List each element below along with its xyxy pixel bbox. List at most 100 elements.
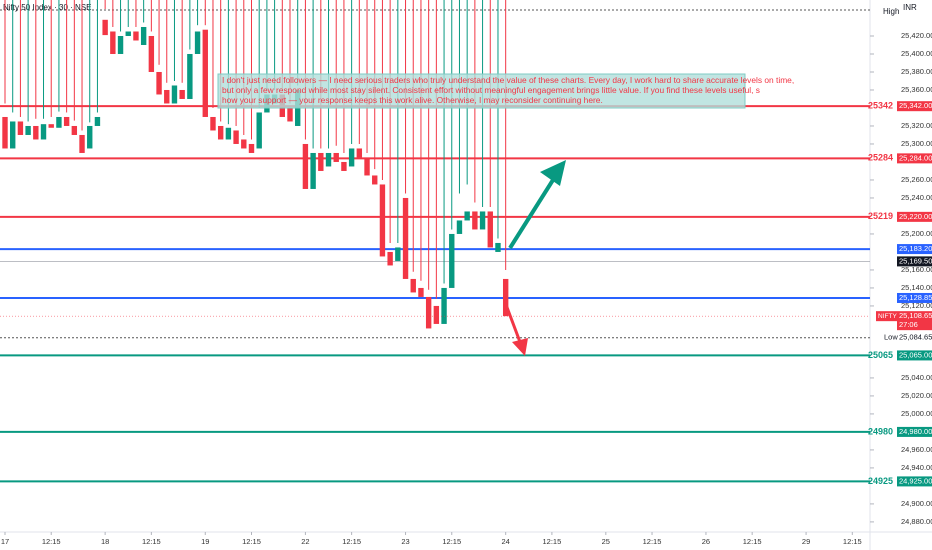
candle-body (433, 305, 440, 324)
x-tick-label: 12:15 (843, 537, 862, 546)
y-tick-label: 24,940.00 (901, 463, 932, 472)
y-tick-label: 25,400.00 (901, 49, 932, 58)
down-arrow-head (512, 338, 528, 356)
candle-body (379, 184, 386, 257)
level-tag: 25,284.00 (899, 153, 932, 162)
candle-body (333, 152, 339, 162)
candle-body (364, 157, 370, 176)
level-tag-bg (897, 292, 932, 303)
candle-body (287, 107, 293, 122)
y-tick-label: 25,380.00 (901, 67, 932, 76)
level-tag-bg (897, 153, 932, 164)
candle-body (456, 220, 463, 234)
x-tick-label: 24 (502, 537, 510, 546)
up-arrow-head (540, 160, 566, 186)
candle-body (56, 116, 62, 128)
y-tick-label: 25,300.00 (901, 139, 932, 148)
candle-body (87, 125, 93, 149)
candle-body (125, 31, 131, 36)
candle-body (2, 116, 8, 149)
up-arrow (508, 170, 560, 250)
candle-body (318, 152, 324, 171)
level-tag: 25,183.20 (899, 244, 932, 253)
candle-body (502, 278, 509, 317)
level-label: 25284 (868, 153, 893, 163)
x-tick-label: 29 (802, 537, 810, 546)
candle-body (395, 247, 401, 261)
y-tick-label: 25,020.00 (901, 391, 932, 400)
level-tag: 25,065.00 (899, 350, 932, 359)
candle-body (164, 89, 170, 104)
candle-body (248, 143, 255, 153)
candle-body (341, 161, 347, 171)
candle-body (233, 130, 239, 144)
candle-body (179, 89, 185, 99)
candle-body (356, 148, 363, 158)
candle-body (79, 134, 85, 153)
candle-body (202, 29, 208, 117)
x-tick-label: 18 (101, 537, 109, 546)
candle-body (241, 139, 247, 149)
low-label: Low (884, 333, 898, 342)
y-tick-label: 25,200.00 (901, 229, 932, 238)
x-tick-label: 12:15 (342, 537, 361, 546)
level-tag: 24,925.00 (899, 476, 932, 485)
annotation-box (217, 73, 746, 109)
candle-body (25, 125, 31, 135)
x-tick-label: 23 (401, 537, 409, 546)
y-tick-label: 25,240.00 (901, 193, 932, 202)
candle-body (194, 31, 201, 54)
last-name-bg (876, 311, 897, 322)
y-tick-label: 25,420.00 (901, 31, 932, 40)
high-tag: High (883, 7, 899, 16)
x-tick-label: 12:15 (42, 537, 61, 546)
candle-body (140, 26, 147, 45)
candle-body (487, 211, 493, 248)
y-tick-label: 25,160.00 (901, 265, 932, 274)
level-tag: 25,128.85 (899, 293, 932, 302)
candle-body (133, 31, 139, 41)
candle-body (156, 71, 162, 95)
level-tag-bg (897, 426, 932, 437)
annotation-text: I don't just need followers — I need ser… (222, 75, 794, 85)
currency: INR (903, 3, 917, 12)
x-tick-label: 12:15 (442, 537, 461, 546)
low-tag: 25,084.65 (899, 333, 932, 342)
candle-body (310, 152, 316, 189)
x-tick-label: 12:15 (743, 537, 762, 546)
candle-body (225, 127, 232, 140)
candle-body (71, 125, 78, 135)
level-tag-bg (897, 476, 932, 487)
candle-body (63, 116, 70, 126)
last-name: NIFTY (878, 313, 897, 320)
candle-body (256, 112, 262, 149)
x-tick-label: 17 (1, 537, 9, 546)
candle-body (187, 53, 193, 99)
current-price-tag-bg (897, 256, 932, 267)
y-tick-label: 25,320.00 (901, 121, 932, 130)
y-tick-label: 25,120.00 (901, 301, 932, 310)
x-tick-label: 22 (301, 537, 309, 546)
candle-body (210, 116, 216, 131)
candle-body (48, 124, 54, 128)
candle-body (402, 197, 409, 279)
candle-body (17, 121, 24, 135)
x-tick-label: 25 (602, 537, 610, 546)
x-tick-label: 12:15 (142, 537, 161, 546)
annotation-text: how your support — your response keeps t… (222, 95, 603, 105)
candle-body (425, 296, 432, 329)
y-tick-label: 24,960.00 (901, 445, 932, 454)
level-tag-bg (897, 101, 932, 112)
y-tick-label: 25,000.00 (901, 409, 932, 418)
candle-body (117, 35, 124, 54)
level-tag-bg (897, 244, 932, 255)
candle-body (410, 278, 416, 293)
candle-body (387, 251, 393, 266)
level-tag-bg (897, 211, 932, 222)
level-label: 24980 (868, 426, 893, 436)
candle-body (372, 175, 378, 185)
candle-body (495, 242, 501, 252)
level-tag: 25,342.00 (899, 101, 932, 110)
candle-body (102, 19, 108, 36)
